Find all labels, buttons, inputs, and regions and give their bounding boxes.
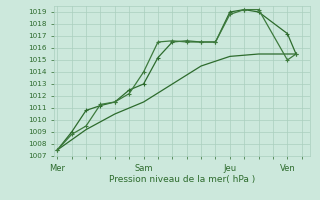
- X-axis label: Pression niveau de la mer( hPa ): Pression niveau de la mer( hPa ): [109, 175, 256, 184]
